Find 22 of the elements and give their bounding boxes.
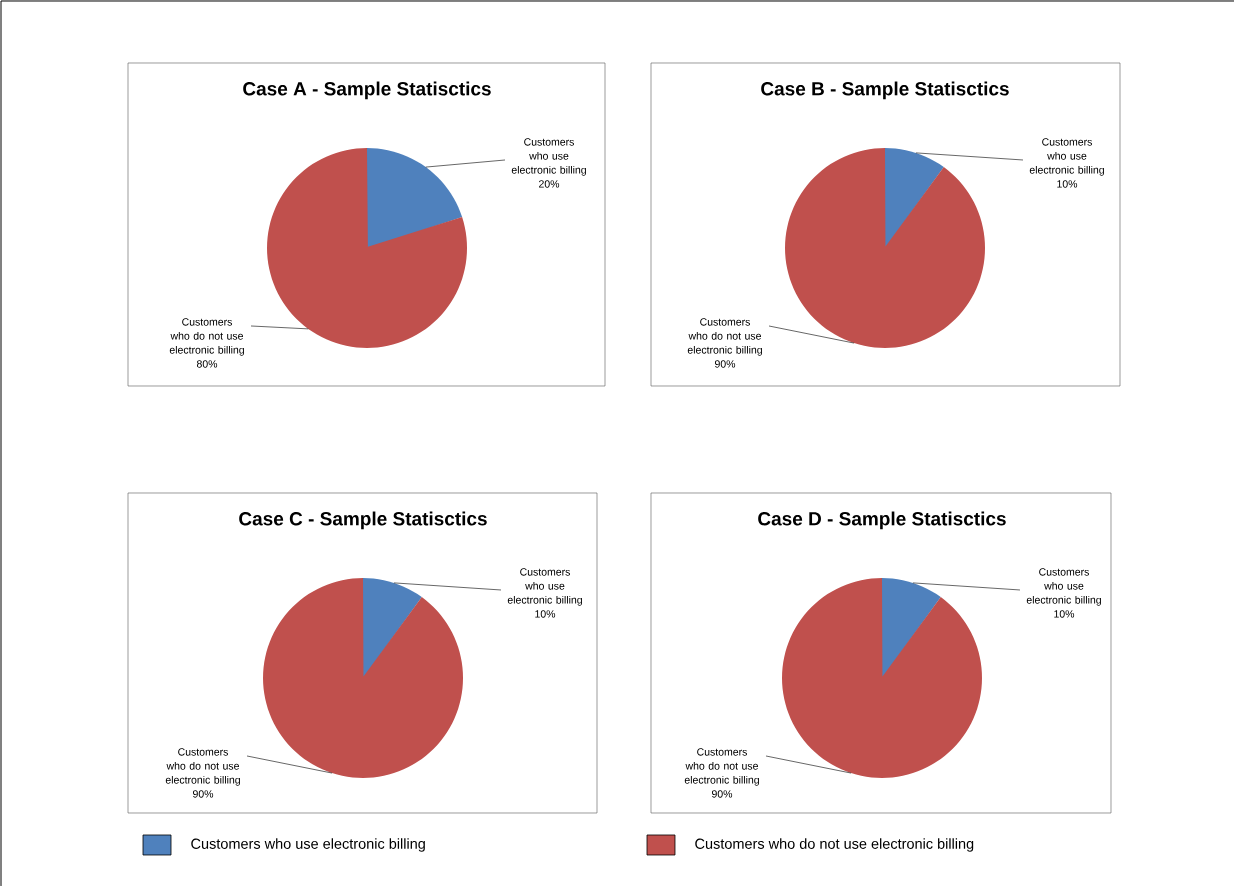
slice-label: Customers who use electronic billing	[507, 567, 582, 606]
data-label: 10%	[1057, 179, 1078, 188]
data-label: 90%	[711, 789, 733, 798]
chart-title: Case A - Sample Statisctics	[243, 81, 491, 99]
legend-label: Customers who do not use electronic billing	[695, 837, 974, 852]
slice-label: Customers who do not use electronic billing	[165, 747, 240, 786]
slice-label: Customers who use electronic billing	[511, 137, 586, 176]
data-label: 10%	[1054, 609, 1075, 618]
chart-title: Case D - Sample Statisctics	[758, 511, 1006, 529]
data-label: 90%	[714, 359, 736, 368]
slice-label: Customers who do not use electronic billing	[687, 317, 762, 356]
data-label: 80%	[196, 359, 218, 368]
data-label: 20%	[539, 179, 560, 188]
legend-label: Customers who use electronic billing	[191, 837, 425, 852]
chart-title: Case C - Sample Statisctics	[239, 511, 487, 529]
slice-label: Customers who do not use electronic billing	[169, 317, 244, 356]
slice-label: Customers who do not use electronic billing	[684, 747, 759, 786]
chart-title: Case B - Sample Statisctics	[761, 81, 1009, 99]
data-label: 10%	[535, 609, 556, 618]
slice-label: Customers who use electronic billing	[1029, 137, 1104, 176]
slice-label: Customers who use electronic billing	[1026, 567, 1101, 606]
data-label: 90%	[192, 789, 214, 798]
